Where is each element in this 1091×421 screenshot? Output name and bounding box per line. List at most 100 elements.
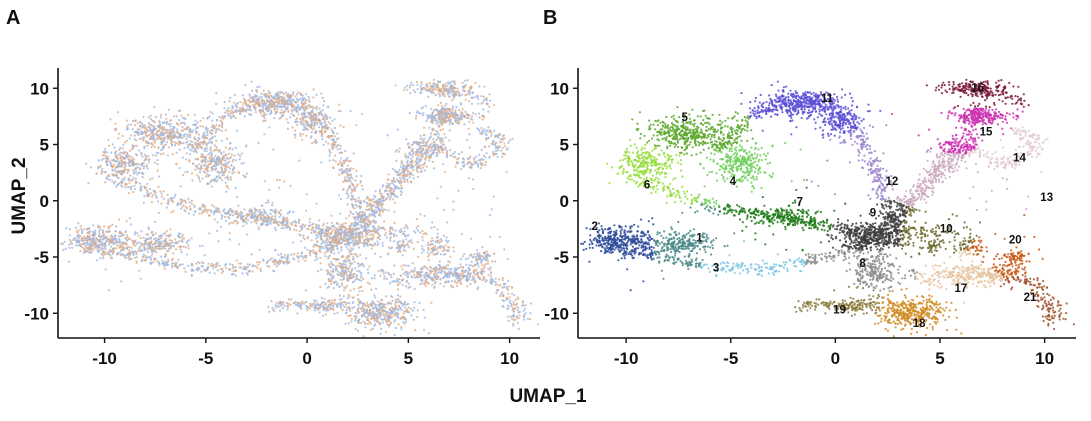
cell-point — [136, 128, 140, 131]
cell-point — [225, 190, 228, 193]
cell-point — [102, 229, 105, 232]
cell-point — [438, 268, 441, 271]
cell-point — [210, 137, 213, 140]
cell-point — [295, 221, 298, 224]
cell-point — [188, 239, 191, 242]
cell-point — [439, 245, 442, 248]
cell-point — [394, 303, 397, 307]
cell-point — [319, 247, 322, 250]
cell-point — [197, 147, 200, 150]
cell-point — [336, 222, 339, 225]
cell-point — [220, 152, 223, 155]
cell-point — [222, 172, 225, 175]
cell-point — [373, 317, 376, 320]
cell-point — [423, 265, 426, 268]
cell-point — [386, 310, 389, 314]
cell-point — [173, 134, 176, 137]
cell-point — [347, 269, 350, 272]
cell-point — [161, 247, 164, 250]
cell-point — [214, 167, 217, 170]
cell-point — [277, 104, 280, 107]
cell-point — [119, 240, 122, 243]
cell-point — [206, 182, 209, 186]
cell-point — [348, 250, 351, 253]
cell-point — [280, 109, 283, 112]
cell-point — [133, 233, 136, 236]
cell-point — [257, 103, 260, 107]
cell-point — [81, 239, 84, 242]
cell-point — [333, 252, 336, 255]
cell-point — [237, 204, 240, 207]
cell-point — [155, 245, 158, 248]
cell-point — [220, 167, 224, 170]
cell-point — [454, 280, 457, 283]
cell-point — [65, 227, 68, 230]
cell-point — [312, 222, 315, 225]
cell-point — [340, 249, 343, 252]
cell-point — [344, 286, 347, 290]
cell-point — [127, 164, 130, 167]
cell-point — [419, 134, 422, 137]
cell-point — [183, 267, 186, 270]
cell-point — [162, 245, 165, 248]
cell-point — [147, 238, 150, 241]
cell-point — [327, 244, 330, 247]
cell-point — [354, 327, 357, 331]
cell-point — [167, 249, 170, 253]
cell-point — [184, 117, 187, 120]
cell-point — [247, 270, 250, 273]
cell-point — [151, 119, 154, 122]
cell-point — [424, 278, 428, 281]
cell-point — [400, 230, 403, 233]
cell-point — [328, 227, 331, 230]
cell-point — [215, 162, 218, 165]
cell-point — [93, 242, 96, 245]
cell-point — [432, 248, 435, 251]
cell-point — [208, 115, 211, 118]
cell-point — [223, 101, 226, 104]
cell-point — [194, 210, 197, 213]
cell-point — [416, 88, 419, 91]
cell-point — [345, 309, 348, 312]
cell-point — [193, 113, 196, 116]
cell-point — [211, 141, 214, 144]
cell-point — [356, 255, 359, 258]
cell-point — [318, 311, 321, 314]
cell-point — [206, 173, 209, 176]
cell-point — [269, 258, 272, 261]
cell-point — [318, 219, 321, 222]
cell-point — [360, 307, 363, 310]
cell-point — [148, 247, 152, 250]
cell-point — [442, 276, 445, 280]
cell-point — [103, 242, 106, 246]
cell-point — [351, 232, 354, 235]
cell-point — [402, 272, 405, 275]
cell-point — [376, 316, 379, 320]
cell-point — [227, 211, 230, 215]
cell-point — [107, 250, 110, 254]
cell-point — [90, 247, 93, 250]
cell-point — [403, 322, 406, 325]
cell-point — [308, 224, 312, 227]
cell-point — [407, 302, 410, 305]
cell-point — [464, 115, 467, 118]
cell-point — [348, 295, 351, 298]
cell-point — [270, 111, 273, 115]
cell-point — [198, 207, 202, 210]
cell-point — [163, 239, 166, 242]
cell-point — [195, 143, 198, 146]
cell-point — [326, 248, 329, 251]
cell-point — [431, 237, 434, 240]
cell-point — [348, 307, 351, 311]
cell-point — [151, 234, 154, 237]
cell-point — [326, 222, 329, 225]
cell-point — [214, 131, 217, 134]
cell-point — [126, 236, 129, 239]
cell-point — [415, 81, 419, 84]
cell-point — [294, 101, 298, 104]
cell-point — [421, 245, 424, 248]
cell-point — [189, 208, 192, 211]
cell-point — [150, 145, 153, 149]
cell-point — [178, 240, 181, 243]
cell-point — [404, 274, 408, 277]
